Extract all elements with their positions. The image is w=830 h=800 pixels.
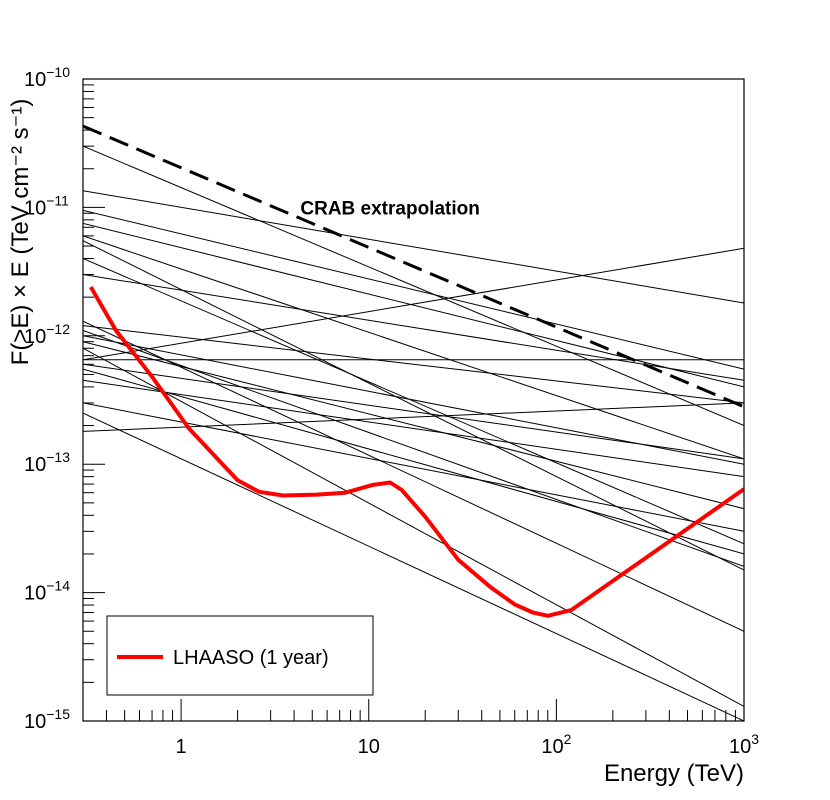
y-axis-label: F(>E) × E (TeV cm⁻² s⁻¹) [7,99,34,366]
series-line-source-5 [83,235,744,460]
series-line-source-9 [83,247,744,361]
x-tick-label: 1 [176,736,187,758]
plot-frame [82,78,745,722]
series-line-source-2 [83,190,744,304]
series-line-source-3 [83,209,744,370]
series-line-source-7 [83,258,744,545]
series-line-crab-extrapolation [83,124,744,409]
series-line-source-8 [83,274,744,381]
series-line-source-1 [83,145,744,426]
annotation-crab-extrapolation: CRAB extrapolation [300,198,479,219]
series-line-source-14 [83,341,744,510]
annotation-layer: CRAB extrapolation [300,198,479,219]
series-line-lhaaso-1-year [89,285,744,618]
x-tick-label: 10 [358,736,380,758]
series-line-source-19 [83,379,744,478]
x-axis-label: Energy (TeV) [604,760,744,787]
series-line-source-20 [83,402,744,532]
legend-label-lhaaso: LHAASO (1 year) [173,647,329,669]
series-line-source-10 [83,320,744,632]
legend: LHAASO (1 year) [106,615,374,696]
ticks-layer [82,78,745,722]
series-layer [83,124,744,721]
series-line-source-11 [83,325,744,404]
series-line-source-22 [83,402,744,432]
series-line-source-15 [83,347,744,707]
series-line-source-21 [83,412,744,721]
series-line-source-6 [83,240,744,571]
series-line-source-17 [83,363,744,460]
series-line-source-18 [83,368,744,555]
